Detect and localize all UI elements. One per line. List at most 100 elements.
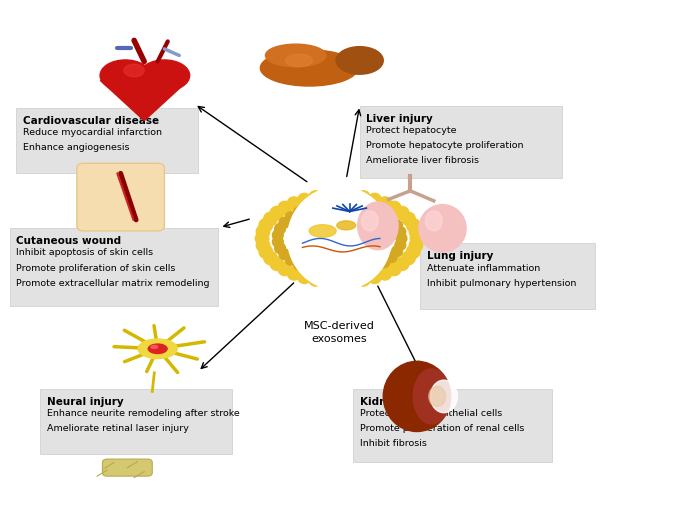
Text: Attenuate inflammation: Attenuate inflammation [427, 264, 540, 273]
Ellipse shape [259, 219, 272, 232]
Text: Cardiovascular disease: Cardiovascular disease [23, 116, 159, 126]
FancyBboxPatch shape [77, 163, 164, 231]
Ellipse shape [395, 206, 409, 220]
Ellipse shape [395, 240, 406, 250]
Ellipse shape [379, 257, 390, 268]
Ellipse shape [285, 212, 296, 223]
Ellipse shape [360, 265, 371, 275]
Ellipse shape [278, 262, 291, 276]
Ellipse shape [428, 386, 445, 407]
Text: Lung injury: Lung injury [427, 251, 494, 262]
Ellipse shape [383, 361, 451, 431]
Ellipse shape [358, 202, 398, 250]
Ellipse shape [260, 50, 358, 86]
Ellipse shape [396, 233, 407, 244]
Ellipse shape [286, 54, 312, 67]
Text: Promote hepatocyte proliferation: Promote hepatocyte proliferation [367, 140, 524, 150]
Ellipse shape [337, 199, 348, 209]
Ellipse shape [402, 212, 416, 226]
Ellipse shape [356, 191, 370, 204]
Ellipse shape [336, 47, 383, 74]
Ellipse shape [309, 191, 323, 204]
Ellipse shape [368, 270, 382, 283]
Text: Promote proliferation of skin cells: Promote proliferation of skin cells [16, 264, 176, 273]
Ellipse shape [320, 274, 334, 287]
Ellipse shape [314, 201, 325, 211]
Ellipse shape [395, 257, 409, 270]
Ellipse shape [256, 238, 270, 252]
FancyBboxPatch shape [420, 243, 595, 309]
Text: Enhance angiogenesis: Enhance angiogenesis [23, 143, 130, 152]
Ellipse shape [275, 224, 285, 234]
Ellipse shape [138, 339, 177, 358]
Ellipse shape [303, 263, 314, 274]
Ellipse shape [386, 251, 397, 263]
FancyBboxPatch shape [10, 229, 218, 306]
Text: Promote proliferation of renal cells: Promote proliferation of renal cells [360, 424, 524, 433]
Ellipse shape [419, 205, 466, 252]
Ellipse shape [148, 344, 167, 353]
Ellipse shape [337, 268, 348, 278]
Text: Inhibit fibrosis: Inhibit fibrosis [360, 439, 426, 448]
Ellipse shape [325, 199, 336, 210]
Text: Protect tubular epithelial cells: Protect tubular epithelial cells [360, 409, 502, 418]
Ellipse shape [278, 201, 291, 215]
Ellipse shape [288, 187, 391, 290]
Ellipse shape [379, 209, 390, 220]
Ellipse shape [285, 255, 296, 265]
Ellipse shape [259, 245, 272, 259]
Ellipse shape [337, 221, 356, 230]
Ellipse shape [309, 225, 336, 237]
Ellipse shape [392, 246, 403, 257]
Ellipse shape [430, 380, 458, 413]
Text: Ameliorate liver fibrosis: Ameliorate liver fibrosis [367, 156, 479, 165]
Ellipse shape [370, 205, 381, 216]
Ellipse shape [151, 345, 158, 348]
Ellipse shape [100, 60, 151, 91]
Ellipse shape [378, 197, 392, 210]
Ellipse shape [256, 225, 270, 238]
Ellipse shape [124, 64, 144, 77]
Ellipse shape [345, 189, 359, 203]
Ellipse shape [407, 245, 420, 259]
Ellipse shape [349, 200, 359, 210]
Ellipse shape [139, 60, 189, 91]
Ellipse shape [309, 273, 323, 286]
Ellipse shape [407, 219, 420, 232]
Text: Protect hepatocyte: Protect hepatocyte [367, 126, 457, 135]
Ellipse shape [270, 257, 284, 270]
Text: Neural injury: Neural injury [47, 397, 123, 407]
FancyBboxPatch shape [360, 105, 562, 178]
Ellipse shape [320, 189, 334, 203]
Ellipse shape [410, 232, 424, 245]
Ellipse shape [360, 202, 371, 212]
Ellipse shape [356, 273, 370, 286]
Ellipse shape [345, 274, 359, 287]
Ellipse shape [370, 261, 381, 272]
Ellipse shape [314, 266, 325, 276]
Text: Liver injury: Liver injury [367, 114, 433, 124]
Ellipse shape [303, 203, 314, 214]
Text: Reduce myocardial infarction: Reduce myocardial infarction [23, 128, 162, 137]
Ellipse shape [392, 220, 403, 231]
Text: Inhibit pulmonary hypertension: Inhibit pulmonary hypertension [427, 278, 576, 287]
Ellipse shape [287, 267, 301, 280]
Ellipse shape [361, 211, 378, 231]
Ellipse shape [293, 207, 304, 218]
Ellipse shape [414, 369, 450, 424]
FancyBboxPatch shape [103, 459, 152, 476]
Ellipse shape [265, 44, 326, 67]
Ellipse shape [325, 267, 336, 278]
FancyBboxPatch shape [16, 108, 198, 173]
Ellipse shape [425, 211, 442, 231]
FancyBboxPatch shape [353, 389, 551, 461]
Ellipse shape [409, 238, 423, 252]
Ellipse shape [279, 249, 290, 260]
Ellipse shape [272, 236, 283, 247]
FancyBboxPatch shape [40, 389, 232, 454]
Text: Ameliorate retinal laser injury: Ameliorate retinal laser injury [47, 424, 189, 433]
Ellipse shape [388, 201, 401, 215]
Ellipse shape [409, 225, 423, 238]
Ellipse shape [263, 212, 277, 226]
Polygon shape [100, 81, 188, 121]
